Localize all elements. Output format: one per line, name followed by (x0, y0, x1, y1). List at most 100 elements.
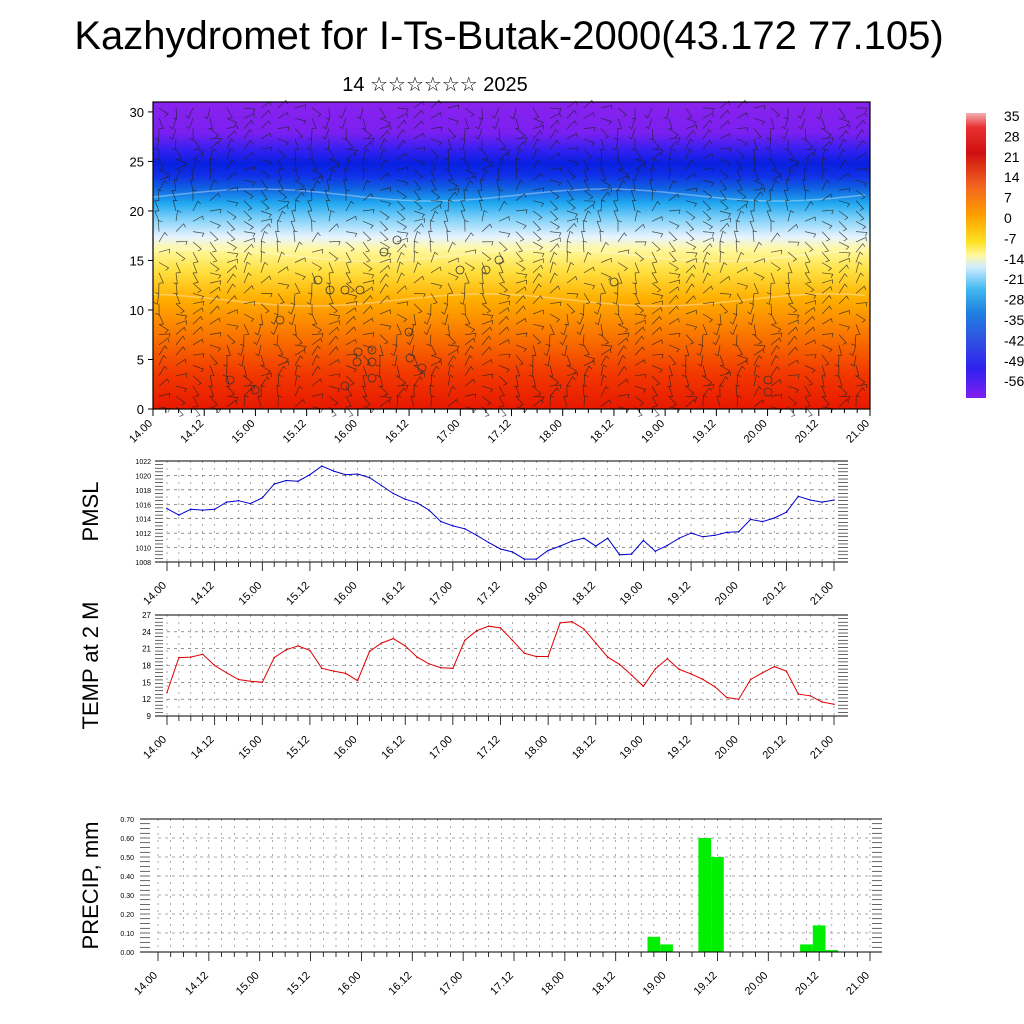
colorbar-label: -21 (1004, 271, 1024, 287)
wind-barb (413, 230, 421, 243)
temp-point (261, 681, 264, 684)
wind-barb (260, 190, 268, 201)
wind-barb (736, 360, 748, 366)
wind-barb (277, 282, 290, 289)
wind-barb (838, 172, 850, 181)
temp-point (761, 672, 764, 674)
wind-barb (311, 337, 323, 346)
wind-barb (225, 375, 230, 387)
wind-barb (362, 295, 373, 304)
wind-barb (498, 315, 509, 325)
wind-barb (668, 241, 676, 253)
wind-barb (209, 262, 220, 272)
wind-barb (464, 118, 470, 130)
wind-barb (464, 249, 477, 254)
wind-barb (175, 209, 182, 222)
wind-barb (362, 305, 373, 315)
wind-barb (356, 107, 364, 120)
wind-barb (634, 209, 641, 222)
wind-barb (736, 159, 743, 171)
wind-barb (464, 107, 475, 118)
wind-barb (413, 261, 422, 273)
wind-barb (855, 324, 861, 336)
wind-barb (651, 241, 661, 252)
pmsl-point (392, 492, 395, 495)
wind-barb (651, 396, 658, 408)
temp-point (595, 642, 597, 644)
wind-barb (685, 273, 695, 284)
wind-barb (787, 374, 800, 379)
wind-barb (770, 323, 782, 333)
wind-barb (192, 293, 205, 300)
heatmap-contour (152, 293, 866, 307)
wind-barb (668, 294, 679, 304)
wind-barb (311, 169, 323, 178)
wind-barb (209, 286, 221, 294)
wind-barb (702, 237, 714, 243)
wind-barb (765, 138, 772, 151)
wind-barb (362, 396, 371, 407)
colorbar-label: 0 (1004, 210, 1012, 226)
wind-barb (260, 109, 271, 119)
wind-barb (566, 240, 572, 253)
wind-barb (192, 353, 205, 358)
wind-barb (804, 216, 816, 222)
wind-barb (600, 348, 612, 356)
wind-barb (396, 152, 408, 160)
wind-barb (192, 215, 204, 222)
calm-circle (494, 255, 504, 265)
wind-barb (428, 230, 433, 242)
wind-barb (753, 272, 765, 281)
wind-barb (545, 334, 551, 347)
wind-barb (532, 117, 544, 126)
wind-barb (413, 240, 419, 253)
wind-barb (158, 354, 167, 366)
temp-y-tick-label: 12 (142, 695, 151, 704)
wind-barb (379, 396, 392, 402)
wind-barb (209, 354, 219, 366)
heatmap-y-tick-label: 20 (130, 204, 144, 219)
wind-barb (770, 313, 777, 325)
precip-x-tick-label: 19.00 (641, 970, 669, 998)
wind-barb (209, 141, 221, 150)
temp-point (523, 652, 526, 654)
wind-barb (379, 323, 392, 330)
wind-barb (243, 385, 256, 390)
wind-barb (379, 221, 389, 232)
precip-y-tick-label: 0.20 (120, 912, 134, 919)
heatmap-y-tick-label: 0 (137, 402, 144, 417)
heatmap-x-tick-label: 16.12 (383, 418, 411, 446)
wind-barb (821, 305, 832, 315)
precip-x-tick-label: 16.00 (336, 970, 364, 998)
wind-barb (770, 107, 781, 118)
wind-barb (685, 124, 697, 130)
wind-barb (277, 148, 287, 160)
wind-barb (192, 326, 203, 335)
wind-barb (747, 313, 755, 326)
wind-barb (379, 107, 387, 119)
wind-barb (632, 283, 638, 295)
wind-barb (322, 118, 330, 130)
wind-barb (804, 252, 811, 263)
wind-barb (685, 148, 693, 160)
wind-barb (583, 360, 595, 366)
wind-barb (290, 293, 296, 305)
wind-barb (294, 128, 304, 139)
wind-barb (209, 385, 214, 397)
colorbar-label: 21 (1004, 149, 1020, 165)
wind-barb (396, 210, 406, 221)
wind-barb (396, 384, 409, 390)
calm-circle (417, 363, 427, 373)
wind-barb (175, 303, 185, 314)
temp-point (726, 696, 728, 699)
wind-barb (804, 231, 817, 238)
pmsl-point (297, 480, 299, 483)
precip-x-tick-label: 21.00 (844, 970, 872, 998)
wind-barb (277, 293, 285, 304)
wind-barb (311, 118, 317, 130)
wind-barb (855, 200, 865, 211)
wind-barb (175, 251, 186, 262)
wind-barb (634, 251, 645, 262)
pmsl-point (249, 502, 252, 505)
